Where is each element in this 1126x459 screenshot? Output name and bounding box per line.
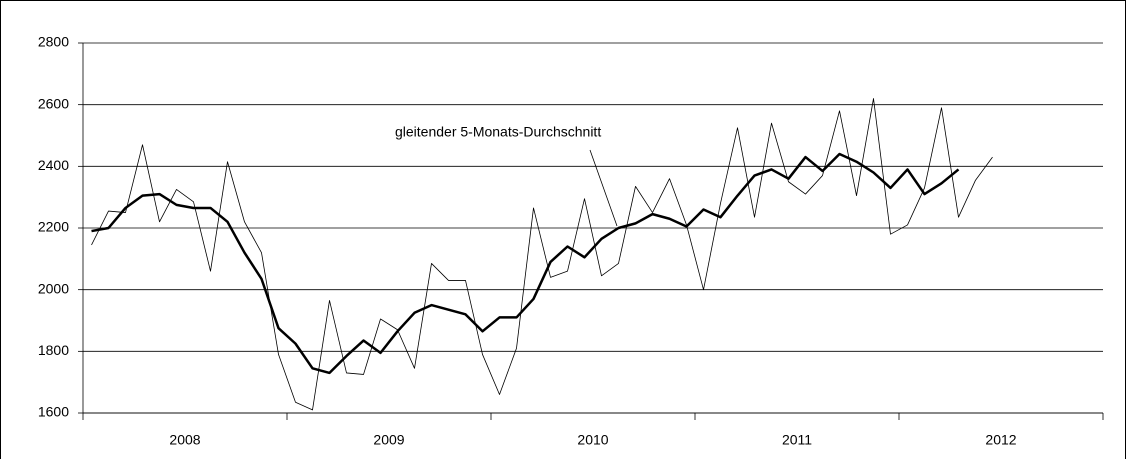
y-tick-label: 2000 bbox=[38, 280, 69, 296]
x-tick-label: 2012 bbox=[985, 432, 1016, 448]
x-tick-label: 2008 bbox=[169, 432, 200, 448]
x-tick-label: 2011 bbox=[782, 432, 812, 448]
y-tick-label: 2600 bbox=[38, 95, 69, 111]
y-tick-label: 2200 bbox=[38, 219, 69, 235]
series-line bbox=[91, 152, 960, 375]
y-tick-label: 1600 bbox=[38, 404, 69, 420]
annotation-leader bbox=[589, 149, 618, 227]
y-tick-label: 2400 bbox=[38, 157, 69, 173]
x-tick-label: 2010 bbox=[577, 432, 608, 448]
series-line bbox=[91, 98, 993, 411]
annotation: gleitender 5-Monats-Durchschnitt bbox=[395, 124, 601, 140]
y-tick-label: 2800 bbox=[38, 34, 69, 50]
x-tick-label: 2009 bbox=[373, 432, 404, 448]
y-tick-label: 1800 bbox=[38, 342, 69, 358]
